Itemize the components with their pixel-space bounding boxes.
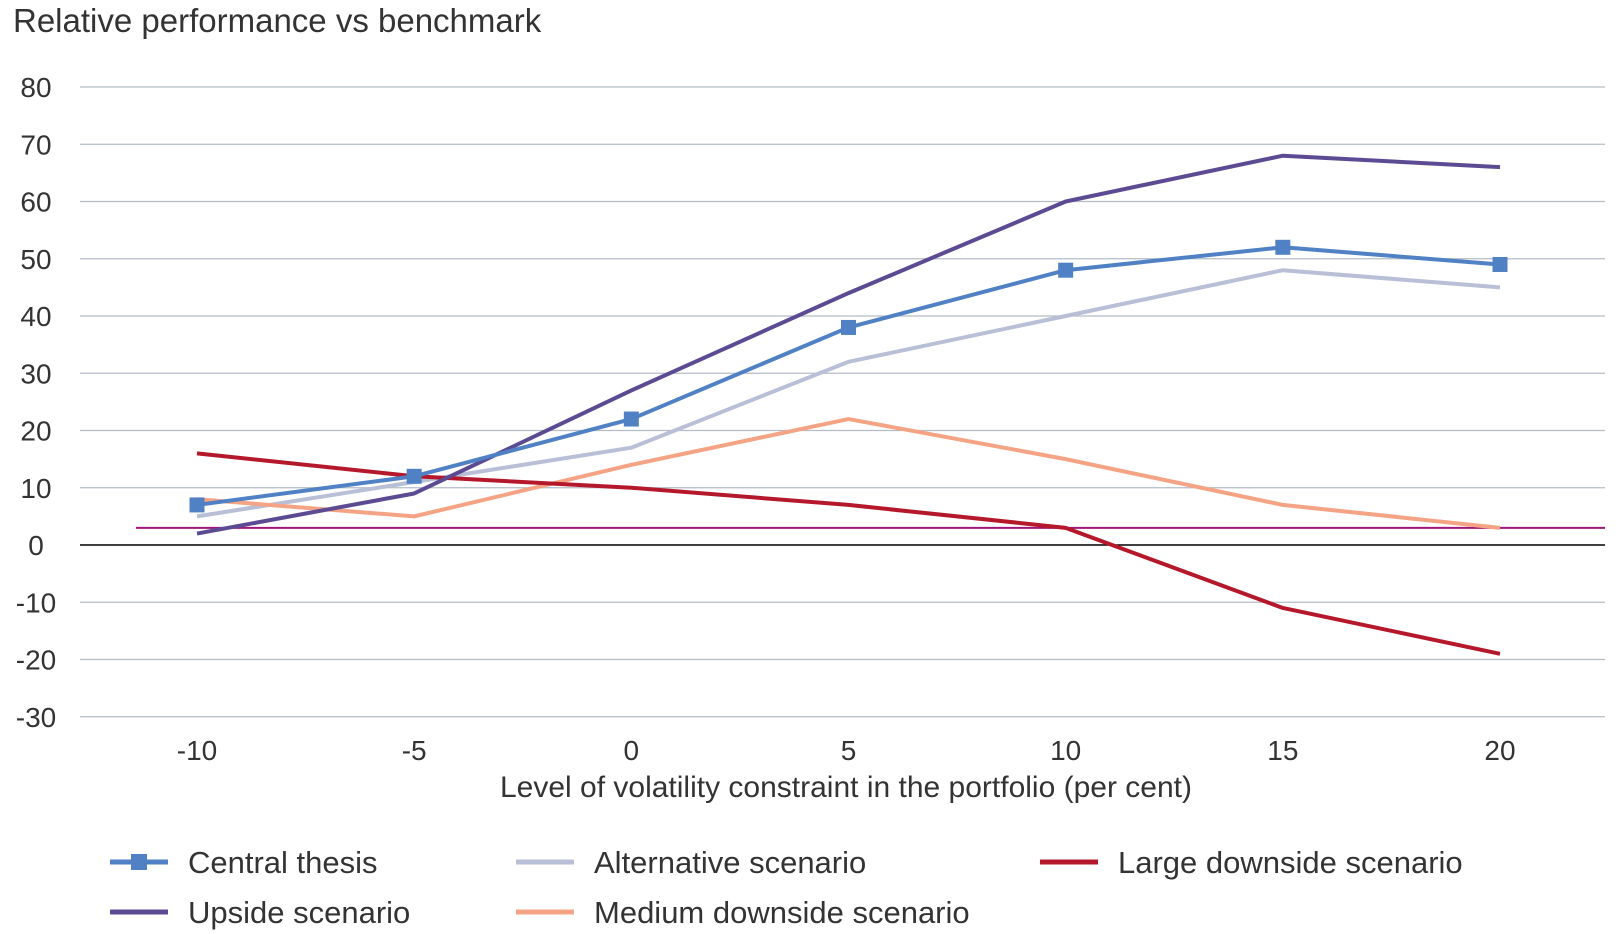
legend-label: Upside scenario <box>188 895 410 930</box>
data-point <box>1492 256 1508 272</box>
chart-title: Relative performance vs benchmark <box>13 2 542 39</box>
y-tick-label: 40 <box>20 301 51 332</box>
legend-item-central-thesis: Central thesis <box>110 845 378 880</box>
x-tick-label: 20 <box>1484 735 1515 766</box>
x-axis-label: Level of volatility constraint in the po… <box>500 771 1192 804</box>
series-line-upside-scenario <box>196 153 1501 536</box>
y-tick-label: 0 <box>28 530 44 561</box>
legend-item-upside-scenario: Upside scenario <box>110 895 410 930</box>
x-tick-label: -5 <box>402 735 427 766</box>
gridlines <box>80 86 1605 718</box>
data-point <box>623 411 639 427</box>
legend-marker <box>131 854 147 870</box>
y-tick-label: 50 <box>20 244 51 275</box>
y-tick-label: 20 <box>20 416 51 447</box>
y-tick-label: -30 <box>16 702 56 733</box>
legend: Central thesis Alternative scenario Large … <box>110 845 1463 930</box>
legend-label: Central thesis <box>188 845 378 880</box>
series-line-medium-downside-scenario <box>196 417 1501 530</box>
series-line-central-thesis <box>196 245 1501 507</box>
legend-item-medium-downside-scenario: Medium downside scenario <box>516 895 970 930</box>
y-axis-ticks: 80 70 60 50 40 30 20 10 0 -10 -20 -30 <box>16 72 56 733</box>
x-tick-label: 0 <box>624 735 640 766</box>
legend-label: Alternative scenario <box>594 845 866 880</box>
y-tick-label: 30 <box>20 358 51 389</box>
legend-label: Medium downside scenario <box>594 895 970 930</box>
data-point <box>1275 239 1291 255</box>
data-point <box>841 319 856 335</box>
series-lines <box>189 153 1508 656</box>
y-tick-label: 70 <box>20 129 51 160</box>
legend-label: Large downside scenario <box>1118 845 1463 880</box>
y-tick-label: 80 <box>20 72 51 103</box>
y-tick-label: 60 <box>20 187 51 218</box>
y-tick-label: -10 <box>16 587 56 618</box>
x-tick-label: 10 <box>1050 735 1081 766</box>
x-tick-label: -10 <box>177 735 217 766</box>
legend-item-alternative-scenario: Alternative scenario <box>516 845 866 880</box>
x-tick-label: 15 <box>1267 735 1298 766</box>
data-point <box>189 497 205 513</box>
y-tick-label: 10 <box>20 473 51 504</box>
data-point <box>1058 262 1074 278</box>
legend-item-large-downside-scenario: Large downside scenario <box>1040 845 1463 880</box>
x-tick-label: 5 <box>841 735 857 766</box>
y-tick-label: -20 <box>16 645 56 676</box>
data-point <box>406 468 422 484</box>
x-axis-ticks: -10 -5 0 5 10 15 20 <box>177 735 1516 766</box>
